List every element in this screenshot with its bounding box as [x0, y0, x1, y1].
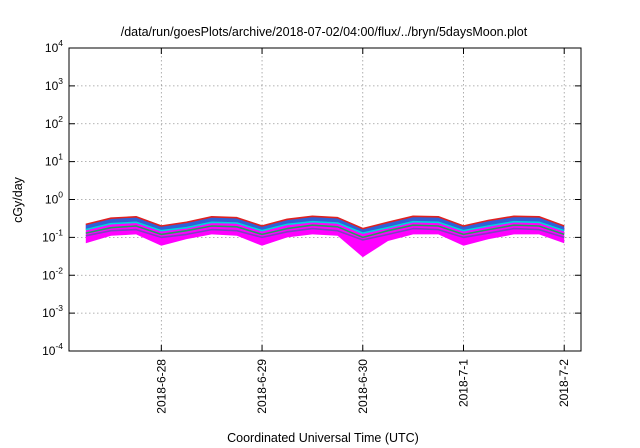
x-tick-label: 2018-6-29: [255, 359, 269, 414]
x-tick-label: 2018-6-28: [154, 359, 168, 414]
series-line: [85, 224, 565, 239]
x-tick-label: 2018-7-1: [456, 359, 470, 407]
y-tick-label: 102: [45, 114, 63, 131]
series-band-upper: [85, 216, 565, 234]
x-tick-labels: 2018-6-28 2018-6-29 2018-6-30 2018-7-1 2018-…: [154, 359, 571, 414]
y-tick-label: 104: [45, 38, 63, 55]
y-tick-label: 10-1: [42, 227, 63, 244]
grid-lines: [69, 48, 581, 351]
y-tick-labels: 10-4 10-3 10-2 10-1 100 101 102 103 104: [42, 38, 63, 358]
y-tick-label: 10-3: [42, 303, 63, 320]
chart-title: /data/run/goesPlots/archive/2018-07-02/0…: [121, 25, 528, 39]
x-tick-label: 2018-7-2: [557, 359, 571, 407]
x-axis-label: Coordinated Universal Time (UTC): [227, 431, 419, 445]
y-tick-label: 101: [45, 152, 63, 169]
y-tick-label: 100: [45, 190, 63, 207]
y-tick-label: 10-2: [42, 265, 63, 282]
series-line: [85, 220, 565, 234]
y-tick-label: 10-4: [42, 341, 63, 358]
x-tick-label: 2018-6-30: [356, 359, 370, 414]
series-line: [85, 215, 565, 230]
y-axis-label: cGy/day: [11, 176, 25, 223]
y-tick-label: 103: [45, 76, 63, 93]
data-area: [85, 215, 565, 258]
axis-ticks: [69, 47, 581, 352]
series-line: [85, 227, 565, 241]
